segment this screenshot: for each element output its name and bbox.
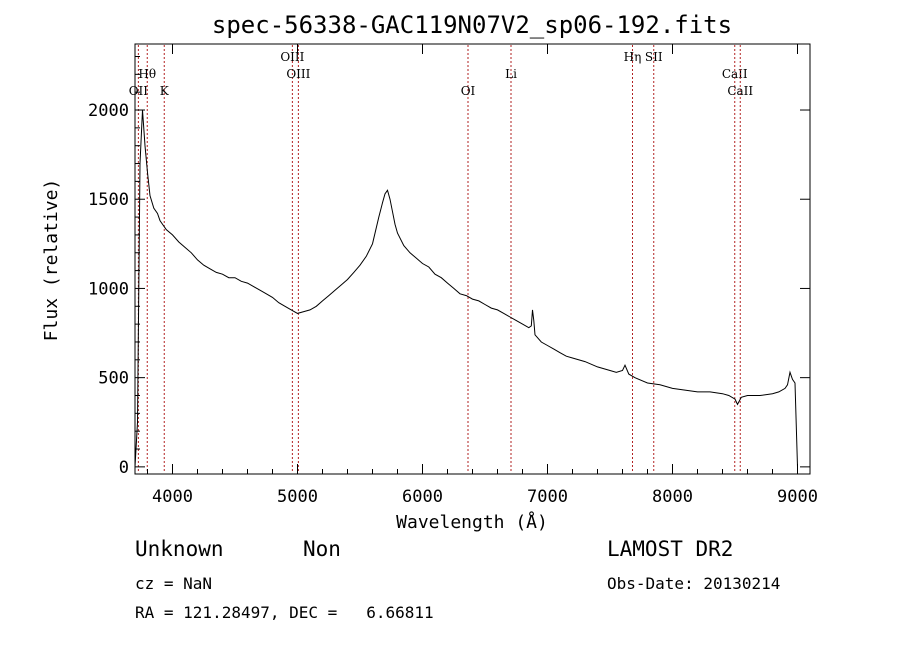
x-tick-label: 8000	[652, 487, 693, 507]
chart-title: spec-56338-GAC119N07V2_sp06-192.fits	[212, 11, 732, 39]
y-axis-label: Flux (relative)	[41, 179, 62, 342]
x-axis-label: Wavelength (Å)	[396, 511, 548, 533]
footer-radec: RA = 121.28497, DEC = 6.66811	[135, 603, 434, 622]
spectral-line-label: K	[160, 84, 170, 98]
x-tick-label: 5000	[277, 487, 318, 507]
spectral-line-label: Hθ	[138, 67, 156, 81]
spectral-line-label: Li	[505, 67, 517, 81]
spectral-line-markers: OII Hθ K OIII OIII OI Li Hη SII CaII CaII	[129, 45, 753, 473]
spectral-line-label: CaII	[722, 67, 748, 81]
y-tick-label: 1000	[88, 279, 129, 299]
spectral-line-label: CaII	[727, 84, 753, 98]
footer-cz: cz = NaN	[135, 574, 213, 593]
plot-frame	[134, 43, 811, 475]
x-tick-label: 4000	[152, 487, 193, 507]
x-tick-label: 9000	[777, 487, 818, 507]
spectral-line-label: OII	[129, 84, 149, 98]
x-tick-label: 6000	[402, 487, 443, 507]
spectral-line-label: OI	[461, 84, 476, 98]
spectral-line-label: OIII	[280, 50, 304, 64]
x-axis-ticks: 4000 5000 6000 7000 8000 9000	[147, 44, 818, 507]
y-tick-label: 0	[119, 458, 129, 478]
spectral-line-label: Hη	[624, 50, 642, 64]
footer-obs-date: Obs-Date: 20130214	[607, 574, 781, 593]
footer-subclass: Non	[303, 537, 341, 561]
y-tick-label: 500	[98, 369, 129, 389]
footer-survey: LAMOST DR2	[607, 537, 734, 561]
spectral-line-label: SII	[645, 50, 663, 64]
y-tick-label: 1500	[88, 190, 129, 210]
y-tick-label: 2000	[88, 101, 129, 121]
y-axis-ticks: 0 500 1000 1500 2000	[88, 55, 810, 478]
x-tick-label: 7000	[527, 487, 568, 507]
spectrum-series-line	[134, 109, 798, 467]
footer-class: Unknown	[135, 537, 224, 561]
spectral-line-label: OIII	[286, 67, 310, 81]
